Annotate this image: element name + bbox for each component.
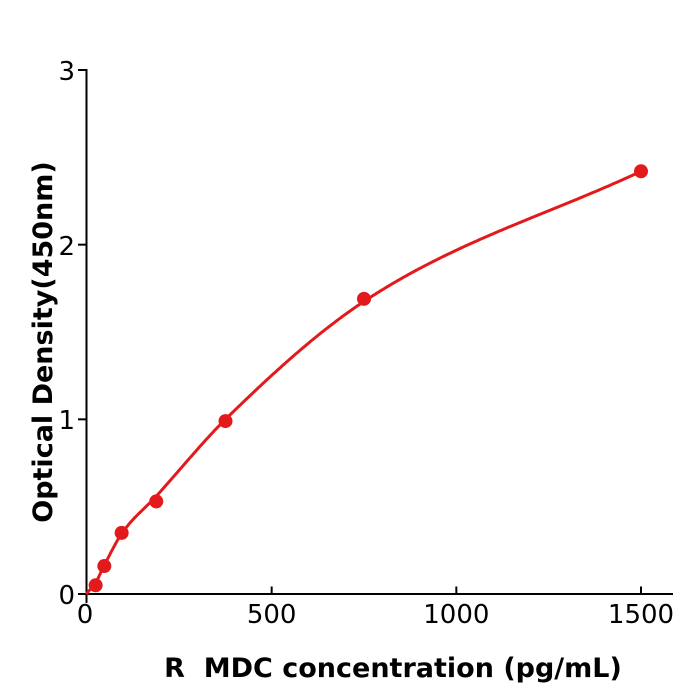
fit-curve-line	[85, 169, 643, 595]
data-point	[357, 291, 371, 306]
data-point	[88, 578, 103, 593]
x-axis-title: R MDC concentration (pg/mL)	[164, 653, 622, 684]
y-tick-label: 3	[58, 56, 75, 87]
y-tick-label: 2	[58, 231, 75, 262]
data-point	[97, 559, 112, 574]
data-point	[114, 525, 129, 540]
y-tick-label: 1	[58, 406, 75, 437]
x-tick-label: 1500	[607, 600, 675, 630]
x-tick-label: 500	[246, 600, 297, 630]
y-axis-title: Optical Density(450nm)	[28, 161, 59, 523]
y-tick-label: 0	[58, 581, 75, 611]
x-tick-label: 0	[76, 600, 94, 630]
data-point	[218, 414, 233, 429]
data-point	[149, 494, 164, 509]
data-point	[634, 164, 648, 179]
x-tick-label: 1000	[423, 600, 490, 630]
